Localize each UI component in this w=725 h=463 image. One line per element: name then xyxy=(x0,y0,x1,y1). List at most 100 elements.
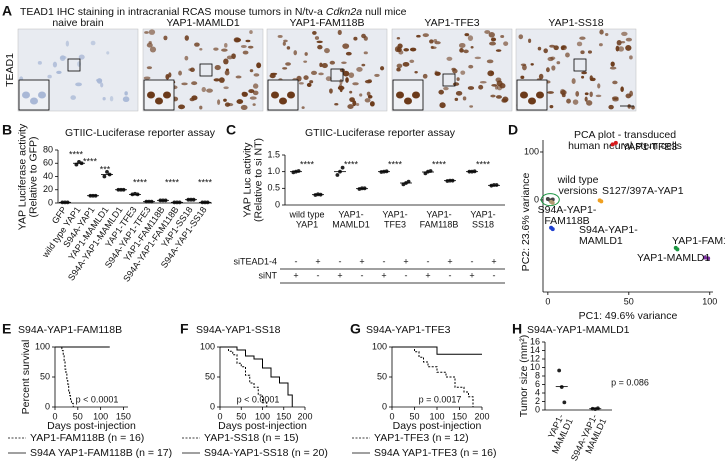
x-label: Days post-injection xyxy=(47,420,136,432)
y-label-group: YAP Luciferase activity (Relative to GFP) xyxy=(16,123,39,230)
nucleus xyxy=(550,56,556,60)
y-label: YAP Luciferase activity xyxy=(16,123,28,230)
nucleus xyxy=(434,71,441,76)
nucleus xyxy=(352,100,357,107)
nucleus xyxy=(467,35,474,42)
data-point xyxy=(613,140,618,145)
x-tick-label: 0 xyxy=(217,411,222,421)
nucleus xyxy=(560,45,567,51)
nucleus xyxy=(470,45,474,49)
nucleus xyxy=(226,55,233,60)
nucleus xyxy=(422,33,429,38)
point-label-group: S127/397A-YAP1 xyxy=(602,185,684,197)
nucleus xyxy=(316,40,323,44)
zoom-box xyxy=(573,58,587,72)
nucleus xyxy=(361,33,366,39)
x-tick-label: YAP1- xyxy=(338,209,363,219)
chart-title: S94A-YAP1-TFE3 xyxy=(366,324,451,336)
nucleus xyxy=(106,51,110,55)
nucleus xyxy=(396,36,401,40)
nucleus xyxy=(188,68,192,71)
nucleus xyxy=(65,40,70,47)
table-cell: + xyxy=(425,270,430,280)
nucleus xyxy=(70,95,76,100)
data-point xyxy=(340,165,345,170)
nucleus xyxy=(431,46,437,50)
nucleus xyxy=(538,73,544,80)
nucleus xyxy=(503,41,509,46)
x-tick-label: YAP1- xyxy=(426,209,451,219)
nucleus xyxy=(363,51,368,55)
nucleus xyxy=(122,96,130,103)
table-cell: + xyxy=(315,256,320,266)
chart-title: S94A-YAP1-MAMLD1 xyxy=(527,324,630,336)
nucleus xyxy=(495,95,502,99)
nucleus xyxy=(490,94,496,98)
nucleus xyxy=(252,83,259,89)
image-label: naive brain xyxy=(52,17,104,29)
nucleus xyxy=(59,55,66,62)
y-label-group: YAP Luc activity (Relative to si NT) xyxy=(241,138,264,222)
nucleus xyxy=(359,93,363,97)
nucleus xyxy=(522,64,527,71)
nucleus xyxy=(223,98,227,102)
nucleus xyxy=(247,45,254,49)
nucleus xyxy=(283,39,288,43)
nucleus xyxy=(361,63,366,67)
nucleus xyxy=(631,105,635,110)
chart-title: GTIIC-Luciferase reporter assay xyxy=(65,127,216,139)
nucleus xyxy=(438,89,444,95)
panel-label: D xyxy=(508,122,518,138)
nucleus xyxy=(90,40,96,46)
nucleus xyxy=(352,82,359,86)
panel-label: F xyxy=(180,321,189,337)
nucleus xyxy=(589,91,593,98)
data-point xyxy=(562,400,567,405)
x-tick-label: 50 xyxy=(73,411,83,421)
y-tick-label: 50 xyxy=(377,371,387,381)
nucleus xyxy=(324,48,330,54)
nucleus xyxy=(334,103,339,106)
table-cell: - xyxy=(427,256,430,266)
point-label: YAP1-FAM118B xyxy=(672,235,725,247)
nucleus xyxy=(581,75,585,79)
nucleus xyxy=(341,61,347,65)
nucleus xyxy=(501,98,508,103)
nucleus xyxy=(452,82,460,86)
y-tick-label: 100 xyxy=(35,341,50,351)
nucleus xyxy=(599,29,604,35)
nucleus xyxy=(181,82,188,86)
nucleus xyxy=(616,39,622,46)
nucleus xyxy=(369,101,375,107)
significance-label: **** xyxy=(165,177,180,187)
significance-label: **** xyxy=(133,177,148,187)
table-cell: - xyxy=(449,270,452,280)
nucleus xyxy=(100,82,104,88)
chart-title-group: S94A-YAP1-FAM118B xyxy=(18,324,122,336)
x-tick-label: FAM118B xyxy=(420,219,459,229)
nucleus xyxy=(409,47,417,52)
x-tick-label: 0 xyxy=(52,411,57,421)
nucleus xyxy=(301,106,305,109)
x-tick-label: TFE3 xyxy=(384,219,406,229)
nucleus xyxy=(312,30,317,35)
chart-title: GTIIC-Luciferase reporter assay xyxy=(305,127,456,139)
nucleus xyxy=(469,105,474,108)
table-cell: - xyxy=(339,256,342,266)
nucleus xyxy=(609,66,617,70)
data-point xyxy=(550,200,555,205)
image-label: YAP1-MAMLD1 xyxy=(166,17,239,29)
nucleus xyxy=(495,49,502,52)
nucleus xyxy=(589,75,593,81)
x-tick-label-group: YAP1-FAM118B xyxy=(420,209,459,229)
nucleus xyxy=(561,93,566,98)
point-label: YAP1-TFE3 xyxy=(622,141,677,153)
x-tick-label: 0 xyxy=(389,411,394,421)
nucleus xyxy=(214,65,221,71)
x-tick-label: 50 xyxy=(624,296,634,306)
nucleus xyxy=(221,48,228,52)
y-tick-label: 14 xyxy=(530,345,540,355)
nucleus xyxy=(249,96,257,100)
panel-label: E xyxy=(2,321,11,337)
